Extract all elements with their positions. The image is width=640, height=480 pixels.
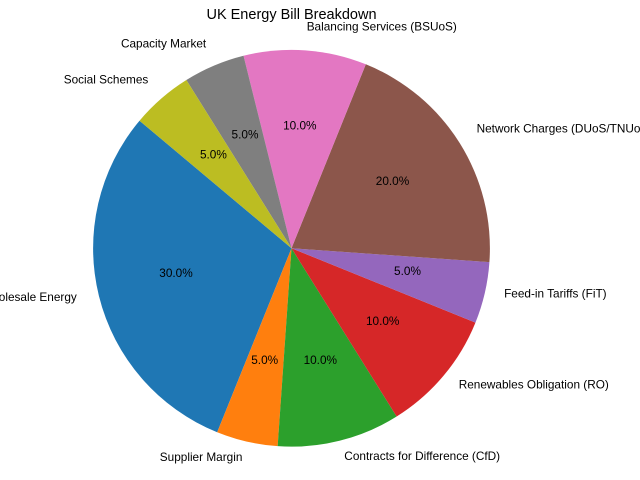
svg-text:30.0%: 30.0% [159,266,193,280]
svg-text:Network Charges (DUoS/TNUoS): Network Charges (DUoS/TNUoS) [477,122,640,136]
svg-text:Capacity Market: Capacity Market [121,36,207,50]
svg-text:Wholesale Energy: Wholesale Energy [0,290,77,304]
svg-text:20.0%: 20.0% [376,174,410,188]
svg-text:5.0%: 5.0% [394,264,421,278]
svg-text:Contracts for Difference (CfD): Contracts for Difference (CfD) [344,449,500,463]
svg-text:10.0%: 10.0% [283,119,317,133]
svg-text:5.0%: 5.0% [200,147,227,161]
svg-text:5.0%: 5.0% [251,353,278,367]
svg-text:Renewables Obligation (RO): Renewables Obligation (RO) [459,378,609,392]
svg-text:Social Schemes: Social Schemes [64,73,149,87]
svg-text:5.0%: 5.0% [232,128,259,142]
svg-text:Feed-in Tariffs (FiT): Feed-in Tariffs (FiT) [504,286,607,300]
svg-text:10.0%: 10.0% [304,353,338,367]
svg-text:Supplier Margin: Supplier Margin [160,450,243,464]
svg-text:Balancing Services (BSUoS): Balancing Services (BSUoS) [307,20,457,34]
svg-text:10.0%: 10.0% [366,314,400,328]
